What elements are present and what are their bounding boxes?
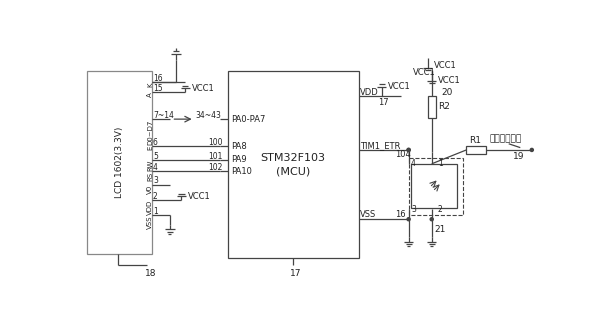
Circle shape [530, 148, 533, 152]
Text: VCC1: VCC1 [438, 76, 461, 85]
Text: PA8: PA8 [232, 142, 247, 151]
Text: 18: 18 [145, 269, 157, 278]
Text: VCC1: VCC1 [434, 61, 457, 70]
Text: VSS: VSS [360, 210, 376, 219]
Bar [87, 70, 152, 254]
Text: TIM1_ETR: TIM1_ETR [360, 141, 401, 150]
Text: VCC1: VCC1 [388, 82, 410, 91]
Circle shape [407, 218, 410, 221]
Text: 3: 3 [153, 176, 158, 185]
Circle shape [407, 148, 410, 152]
Text: 20: 20 [441, 88, 452, 97]
Text: 102: 102 [209, 163, 223, 172]
Text: 4: 4 [411, 159, 416, 168]
Text: R2: R2 [438, 102, 450, 111]
Text: 17: 17 [290, 269, 302, 278]
Text: VCC1: VCC1 [412, 69, 435, 78]
Text: 16: 16 [396, 210, 406, 219]
Text: (MCU): (MCU) [276, 167, 310, 177]
Text: 21: 21 [434, 225, 446, 234]
Text: 100: 100 [209, 138, 223, 147]
Text: 1: 1 [153, 207, 157, 216]
Text: VDD: VDD [360, 88, 379, 97]
Text: 34~43: 34~43 [195, 111, 221, 120]
Text: 19: 19 [513, 152, 524, 160]
Text: PA0-PA7: PA0-PA7 [232, 115, 266, 124]
Text: 2: 2 [438, 205, 443, 214]
Text: VSS: VSS [147, 215, 153, 229]
Text: R1: R1 [469, 136, 482, 145]
Text: D0~D7: D0~D7 [147, 119, 153, 145]
Text: RW: RW [147, 160, 153, 171]
Bar [428, 96, 435, 118]
Text: 17: 17 [378, 98, 389, 107]
Text: VCC1: VCC1 [192, 84, 214, 93]
Text: STM32F103: STM32F103 [261, 153, 326, 163]
Circle shape [430, 218, 434, 221]
Text: 6: 6 [153, 138, 158, 147]
Text: RS: RS [147, 172, 153, 181]
Bar [409, 158, 463, 215]
Text: 3: 3 [411, 205, 416, 214]
Text: 4: 4 [153, 163, 158, 172]
Bar [227, 70, 359, 258]
Text: LCD 1602(3.3V): LCD 1602(3.3V) [115, 127, 124, 198]
Text: 16: 16 [153, 74, 162, 83]
Text: PA10: PA10 [232, 167, 252, 176]
Circle shape [407, 148, 410, 152]
Text: 15: 15 [153, 84, 162, 93]
Text: 2: 2 [153, 192, 157, 201]
Text: E: E [147, 146, 153, 151]
Text: A: A [147, 92, 153, 97]
Text: PA9: PA9 [232, 155, 247, 164]
Text: 1: 1 [438, 159, 443, 168]
Text: 外部信号输入: 外部信号输入 [489, 135, 522, 144]
Text: VCC1: VCC1 [188, 192, 210, 201]
Bar [466, 146, 486, 154]
Text: K: K [147, 82, 153, 87]
Bar [411, 164, 457, 208]
Text: VDD: VDD [147, 200, 153, 215]
Text: 104: 104 [396, 150, 411, 159]
Text: 101: 101 [209, 152, 223, 160]
Text: 5: 5 [153, 152, 158, 160]
Text: V0: V0 [147, 185, 153, 194]
Text: 7~14: 7~14 [153, 111, 174, 120]
